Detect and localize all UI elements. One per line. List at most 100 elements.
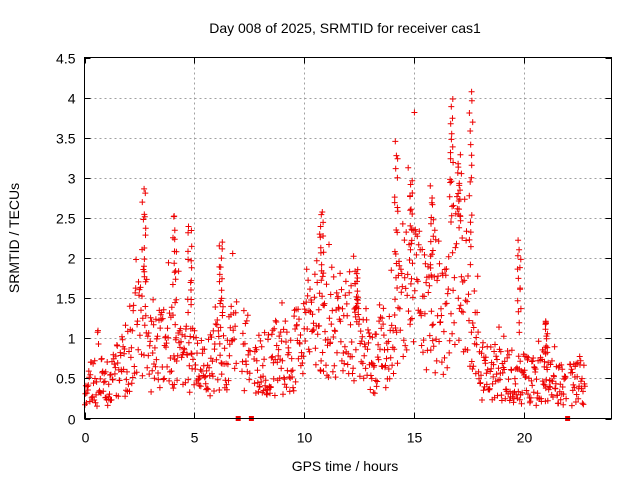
srmtid-point — [226, 341, 233, 348]
srmtid-point — [191, 381, 198, 388]
srmtid-point — [292, 326, 299, 332]
srmtid-point — [448, 310, 454, 317]
srmtid-point — [197, 383, 204, 390]
srmtid-point — [280, 391, 286, 398]
srmtid-point — [385, 338, 392, 345]
srmtid-point — [209, 358, 216, 365]
srmtid-point — [254, 367, 261, 374]
srmtid-point — [394, 174, 401, 181]
srmtid-point — [460, 309, 467, 316]
srmtid-point — [245, 351, 252, 358]
srmtid-point — [568, 402, 575, 409]
srmtid-point — [170, 213, 177, 220]
srmtid-point — [121, 346, 128, 352]
srmtid-point — [398, 270, 405, 277]
srmtid-point — [220, 303, 226, 310]
srmtid-point — [332, 374, 339, 381]
srmtid-point — [440, 371, 447, 378]
srmtid-point — [445, 253, 452, 260]
srmtid-point — [331, 362, 338, 369]
srmtid-point — [215, 327, 222, 334]
srmtid-point — [122, 393, 129, 400]
srmtid-point — [155, 370, 161, 376]
srmtid-point — [150, 321, 157, 328]
srmtid-point — [290, 384, 296, 391]
srmtid-point — [142, 312, 149, 319]
srmtid-point — [207, 355, 214, 362]
srmtid-point — [302, 338, 309, 344]
srmtid-point — [280, 374, 287, 381]
srmtid-point — [455, 198, 462, 204]
srmtid-point — [380, 321, 387, 328]
srmtid-point — [212, 304, 219, 310]
srmtid-point — [506, 397, 513, 404]
srmtid-point — [233, 360, 240, 367]
srmtid-point — [211, 388, 217, 394]
srmtid-point — [126, 348, 132, 355]
srmtid-point — [153, 335, 160, 342]
srmtid-point — [449, 96, 456, 102]
srmtid-point — [429, 337, 436, 344]
srmtid-point — [261, 356, 268, 363]
srmtid-point — [171, 381, 178, 388]
srmtid-point — [185, 256, 192, 263]
srmtid-point — [506, 351, 512, 358]
srmtid-point — [228, 303, 235, 310]
srmtid-point — [450, 159, 457, 166]
srmtid-point — [427, 347, 434, 354]
srmtid-point — [390, 370, 397, 377]
srmtid-point — [239, 330, 246, 337]
srmtid-point — [165, 334, 172, 341]
srmtid-point — [307, 286, 313, 293]
srmtid-point — [193, 334, 200, 341]
srmtid-point — [459, 278, 466, 285]
srmtid-point — [165, 259, 172, 266]
srmtid-point — [469, 320, 476, 326]
srmtid-point — [449, 143, 456, 150]
srmtid-point — [291, 313, 298, 320]
srmtid-point — [398, 289, 405, 296]
srmtid-point — [87, 371, 94, 378]
srmtid-point — [148, 318, 155, 325]
srmtid-point — [188, 227, 195, 234]
srmtid-point — [468, 152, 475, 159]
srmtid-point — [275, 346, 282, 353]
srmtid-point — [137, 284, 144, 291]
srmtid-point — [579, 375, 585, 382]
srmtid-point — [330, 273, 337, 280]
srmtid-point — [392, 138, 399, 145]
srmtid-point — [473, 334, 480, 341]
srmtid-point — [521, 367, 528, 374]
srmtid-point — [475, 368, 482, 375]
srmtid-point — [114, 360, 121, 366]
srmtid-point — [281, 381, 288, 388]
srmtid-point — [409, 294, 416, 301]
srmtid-point — [354, 288, 361, 295]
y-tick-label: 0.5 — [56, 371, 76, 387]
srmtid-point — [427, 182, 434, 189]
srmtid-point — [448, 136, 455, 143]
srmtid-point — [354, 296, 360, 303]
srmtid-point — [363, 316, 370, 323]
srmtid-point — [218, 287, 225, 294]
srmtid-point — [467, 261, 474, 268]
srmtid-point — [511, 375, 518, 382]
srmtid-point — [116, 377, 123, 384]
srmtid-point — [145, 352, 152, 359]
srmtid-point — [104, 402, 111, 409]
srmtid-point — [560, 391, 567, 398]
srmtid-point — [226, 352, 233, 359]
srmtid-point — [184, 352, 191, 358]
srmtid-point — [185, 309, 192, 316]
srmtid-point — [428, 272, 435, 279]
srmtid-point — [92, 375, 98, 382]
srmtid-point — [135, 346, 142, 353]
srmtid-point — [415, 241, 422, 248]
srmtid-point — [428, 220, 434, 227]
srmtid-point — [154, 333, 161, 340]
srmtid-point — [394, 360, 401, 367]
srmtid-point — [393, 260, 400, 267]
srmtid-point — [174, 352, 181, 359]
srmtid-point — [518, 400, 525, 407]
srmtid-point — [527, 394, 534, 401]
